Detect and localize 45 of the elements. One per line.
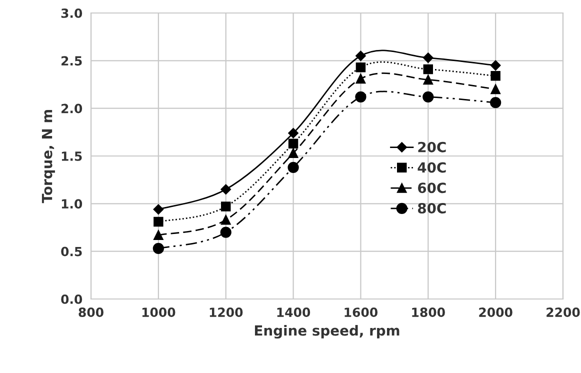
point bbox=[423, 52, 434, 63]
x-tick-label: 1400 bbox=[277, 308, 310, 318]
legend-label: 20C bbox=[418, 142, 446, 152]
point bbox=[153, 204, 164, 214]
x-tick-label: 1000 bbox=[142, 308, 176, 318]
y-tick-label: 2.0 bbox=[62, 104, 82, 114]
point bbox=[356, 62, 366, 72]
point bbox=[490, 84, 500, 94]
x-tick-label: 1200 bbox=[210, 308, 243, 318]
legend-label: 80C bbox=[418, 202, 446, 214]
point bbox=[490, 71, 500, 81]
point bbox=[423, 64, 434, 74]
point bbox=[490, 60, 501, 71]
x-tick-label: 800 bbox=[78, 308, 104, 318]
legend-label: 40C bbox=[418, 162, 446, 173]
point bbox=[356, 50, 366, 62]
x-tick-label: 2000 bbox=[479, 308, 512, 318]
point bbox=[154, 230, 164, 240]
point bbox=[288, 138, 298, 148]
y-tick-label: 1.5 bbox=[62, 152, 82, 161]
y-tick-label: 3.0 bbox=[61, 8, 82, 18]
point bbox=[422, 91, 434, 102]
y-tick-label: 2.5 bbox=[62, 56, 82, 66]
point bbox=[152, 242, 164, 254]
point bbox=[355, 91, 366, 102]
y-axis-title: Torque, N m bbox=[42, 110, 55, 204]
x-tick-label: 2200 bbox=[546, 308, 580, 318]
point bbox=[288, 148, 298, 158]
point bbox=[288, 162, 299, 173]
point bbox=[490, 97, 502, 108]
x-axis-title: Engine speed, rpm bbox=[254, 324, 400, 339]
x-tick-label: 1600 bbox=[344, 308, 378, 318]
point bbox=[220, 215, 231, 225]
y-tick-label: 0.0 bbox=[61, 294, 82, 304]
legend-label: 60C bbox=[418, 182, 446, 194]
point bbox=[154, 216, 164, 227]
point bbox=[423, 74, 434, 85]
y-tick-label: 1.0 bbox=[62, 199, 82, 209]
point bbox=[220, 226, 232, 238]
y-tick-label: 0.5 bbox=[61, 246, 82, 256]
point bbox=[220, 202, 231, 212]
x-tick-label: 1800 bbox=[412, 308, 445, 318]
point bbox=[288, 128, 298, 138]
point bbox=[356, 74, 366, 84]
point bbox=[220, 184, 231, 194]
